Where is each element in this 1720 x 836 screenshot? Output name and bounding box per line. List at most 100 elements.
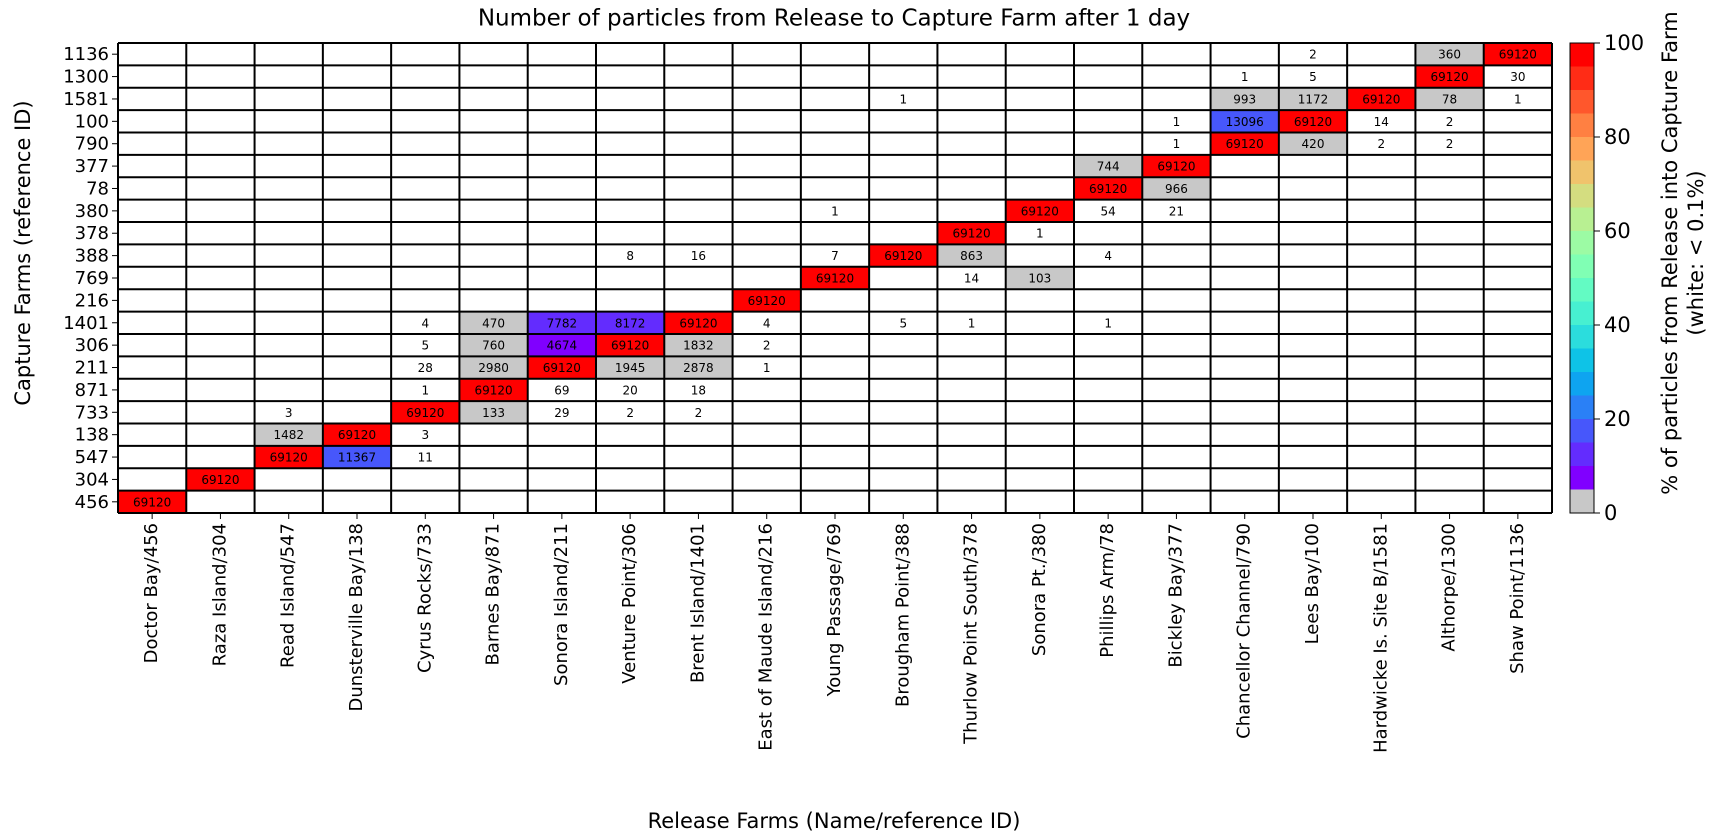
cell <box>664 356 733 379</box>
empty-cell <box>391 490 460 513</box>
empty-cell <box>869 289 938 312</box>
empty-cell <box>732 43 801 66</box>
empty-cell <box>869 490 938 513</box>
cell-label: 5 <box>1309 70 1317 84</box>
cell <box>596 311 665 334</box>
cell <box>391 311 460 334</box>
empty-cell <box>1347 177 1416 200</box>
cell-label: 69 <box>554 383 569 397</box>
colorbar-segment <box>1570 207 1594 231</box>
cell <box>937 311 1006 334</box>
cell <box>1415 87 1484 111</box>
empty-cell <box>800 87 870 111</box>
empty-cell <box>391 154 460 178</box>
cell <box>459 311 528 334</box>
empty-cell <box>1347 490 1416 513</box>
empty-cell <box>391 468 460 491</box>
colorbar-segment <box>1570 113 1594 137</box>
empty-cell <box>1142 266 1211 290</box>
cell-label: 69120 <box>1294 115 1332 129</box>
cell-label: 69120 <box>884 249 922 263</box>
cell-label: 69120 <box>270 451 308 465</box>
empty-cell <box>937 65 1006 88</box>
empty-cell <box>1483 311 1552 334</box>
empty-cell <box>869 132 938 155</box>
cell <box>527 356 596 379</box>
empty-cell <box>186 311 255 334</box>
colorbar-segment <box>1570 419 1594 443</box>
empty-cell <box>118 356 187 379</box>
empty-cell <box>1347 468 1416 491</box>
empty-cell <box>664 65 733 88</box>
cell <box>1210 65 1279 88</box>
empty-cell <box>937 333 1006 357</box>
cell <box>1074 154 1143 178</box>
empty-cell <box>732 110 801 133</box>
empty-cell <box>1142 423 1211 446</box>
empty-cell <box>186 445 255 469</box>
empty-cell <box>1278 445 1348 469</box>
empty-cell <box>1415 266 1484 290</box>
empty-cell <box>1142 311 1211 334</box>
cell-label: 1 <box>1173 115 1181 129</box>
empty-cell <box>1210 266 1279 290</box>
empty-cell <box>118 401 187 424</box>
empty-cell <box>1278 401 1348 424</box>
colorbar-segment <box>1570 466 1594 490</box>
empty-cell <box>937 401 1006 424</box>
empty-cell <box>527 132 596 155</box>
empty-cell <box>186 177 255 200</box>
cell <box>391 445 460 469</box>
cell-label: 7782 <box>547 316 578 330</box>
empty-cell <box>186 356 255 379</box>
empty-cell <box>800 423 870 446</box>
empty-cell <box>1483 445 1552 469</box>
empty-cell <box>664 154 733 178</box>
empty-cell <box>118 154 187 178</box>
y-tick-label: 100 <box>75 111 109 132</box>
empty-cell <box>254 356 323 379</box>
empty-cell <box>459 43 528 66</box>
empty-cell <box>1005 311 1074 334</box>
cell-label: 1 <box>1104 316 1112 330</box>
empty-cell <box>1483 333 1552 357</box>
empty-cell <box>459 110 528 133</box>
cell-label: 420 <box>1302 137 1325 151</box>
empty-cell <box>1347 43 1416 66</box>
cell <box>1142 177 1211 200</box>
empty-cell <box>459 87 528 111</box>
cell-label: 1172 <box>1298 92 1329 106</box>
empty-cell <box>459 154 528 178</box>
empty-cell <box>1415 177 1484 200</box>
empty-cell <box>254 110 323 133</box>
cell-label: 13096 <box>1226 115 1264 129</box>
empty-cell <box>1278 378 1348 402</box>
empty-cell <box>186 289 255 312</box>
cell <box>322 423 392 446</box>
empty-cell <box>322 110 392 133</box>
empty-cell <box>1210 378 1279 402</box>
x-tick-label: Brent Island/1401 <box>687 523 708 683</box>
empty-cell <box>596 177 665 200</box>
x-tick-label: Brougham Point/388 <box>892 523 913 707</box>
empty-cell <box>391 266 460 290</box>
empty-cell <box>186 401 255 424</box>
colorbar-segment <box>1570 43 1594 67</box>
empty-cell <box>937 468 1006 491</box>
cell <box>1347 87 1416 111</box>
empty-cell <box>664 490 733 513</box>
empty-cell <box>732 87 801 111</box>
empty-cell <box>1483 199 1552 223</box>
cell-label: 69120 <box>816 272 854 286</box>
empty-cell <box>254 333 323 357</box>
empty-cell <box>732 154 801 178</box>
empty-cell <box>1210 445 1279 469</box>
empty-cell <box>322 289 392 312</box>
empty-cell <box>118 65 187 88</box>
empty-cell <box>322 222 392 245</box>
empty-cell <box>1005 110 1074 133</box>
cell-label: 1 <box>968 316 976 330</box>
cell-label: 2 <box>1446 115 1454 129</box>
y-tick-label: 377 <box>75 156 109 177</box>
colorbar-tick-label: 60 <box>1604 219 1631 243</box>
